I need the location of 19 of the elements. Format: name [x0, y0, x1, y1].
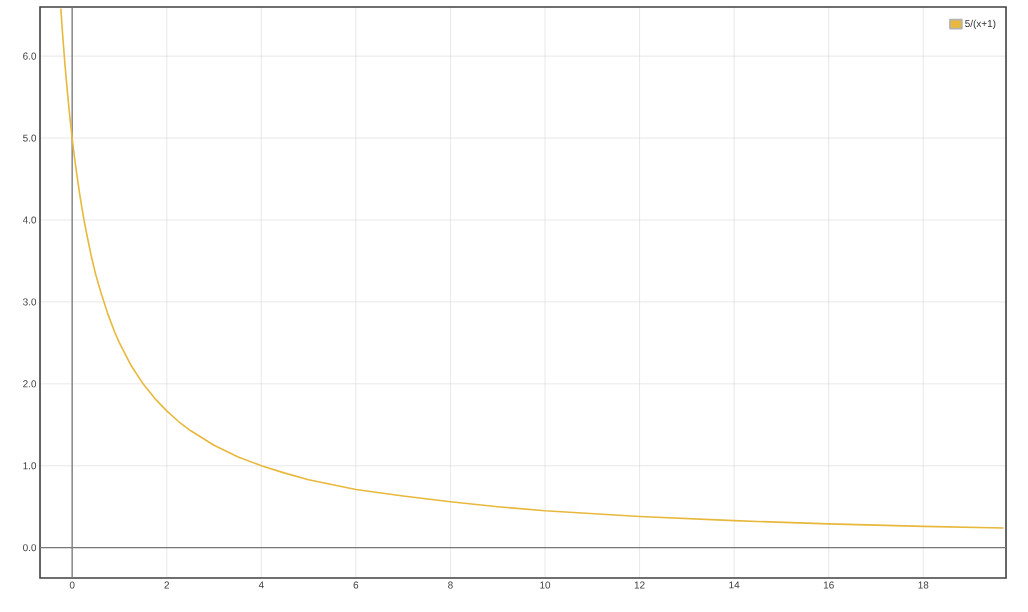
y-tick-label: 6.0	[23, 52, 37, 60]
line-series	[60, 7, 1005, 529]
y-tick-label: 0.0	[23, 544, 37, 552]
y-tick-label: 4.0	[22, 216, 37, 224]
x-tick-label: 12	[634, 581, 645, 589]
y-tick-label: 5.0	[23, 134, 37, 142]
y-tick-label: 1.0	[23, 462, 37, 470]
x-tick-label: 8	[448, 581, 453, 589]
x-tick-label: 16	[823, 581, 834, 589]
x-tick-label: 0	[69, 581, 75, 589]
x-tick-label: 6	[353, 581, 359, 589]
y-tick-label: 3.0	[23, 298, 37, 306]
x-tick-label: 2	[164, 581, 170, 589]
y-tick-label: 2.0	[23, 380, 37, 388]
legend-label: 5/(x+1)	[965, 19, 996, 30]
x-tick-label: 14	[729, 581, 740, 589]
x-tick-label: 18	[918, 581, 929, 589]
x-tick-label: 10	[540, 581, 551, 589]
x-tick-label: 4	[258, 581, 264, 589]
